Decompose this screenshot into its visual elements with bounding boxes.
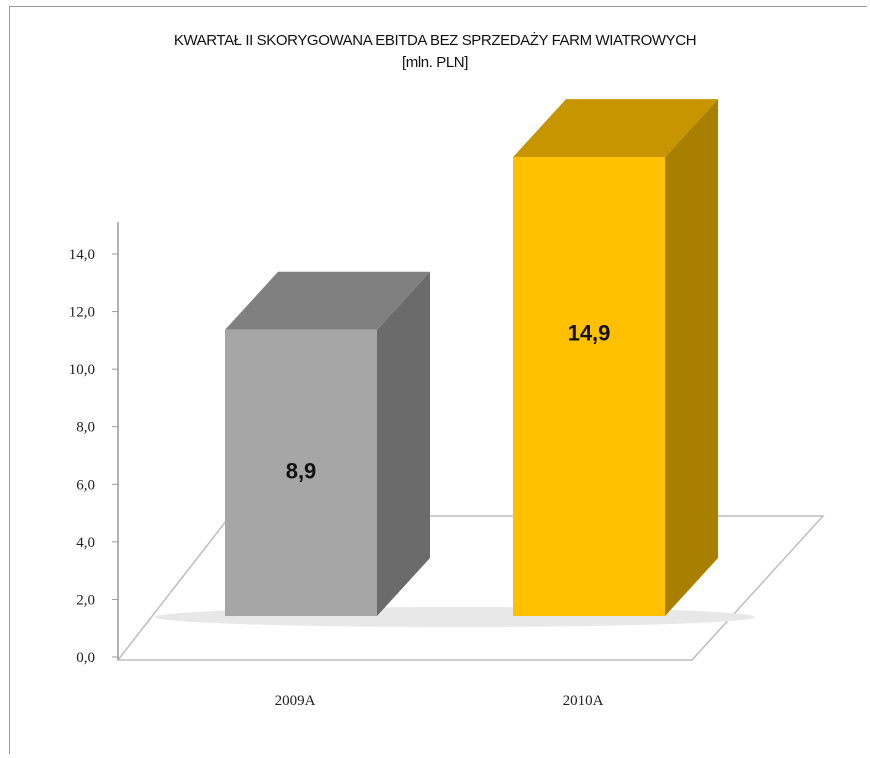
- bar-top-face: [225, 271, 430, 330]
- bar-2009A: 8,9: [225, 271, 430, 616]
- y-tick-label: 6,0: [76, 477, 95, 493]
- chart-frame: [9, 6, 867, 754]
- bar-side-face: [377, 271, 430, 616]
- bar-top-face: [513, 99, 718, 158]
- bar-value-label: 14,9: [568, 321, 611, 346]
- bar-front-face: [225, 329, 377, 616]
- y-tick-label: 14,0: [69, 247, 95, 263]
- x-category-label: 2010A: [563, 693, 604, 709]
- bar-value-label: 8,9: [286, 459, 317, 484]
- y-tick-label: 12,0: [69, 305, 95, 321]
- y-tick-label: 0,0: [76, 650, 95, 666]
- chart-title: KWARTAŁ II SKORYGOWANA EBITDA BEZ SPRZED…: [173, 32, 697, 49]
- bar-2010A: 14,9: [513, 99, 718, 617]
- x-category-label: 2009A: [275, 693, 316, 709]
- bar-side-face: [665, 99, 718, 617]
- y-tick-label: 8,0: [76, 420, 95, 436]
- bar-front-face: [513, 157, 665, 617]
- y-tick-label: 2,0: [76, 592, 95, 608]
- y-tick-label: 10,0: [69, 362, 95, 378]
- y-tick-label: 4,0: [76, 535, 95, 551]
- chart-title-block: KWARTAŁ II SKORYGOWANA EBITDA BEZ SPRZED…: [0, 30, 870, 74]
- chart-subtitle: [mln. PLN]: [401, 54, 469, 71]
